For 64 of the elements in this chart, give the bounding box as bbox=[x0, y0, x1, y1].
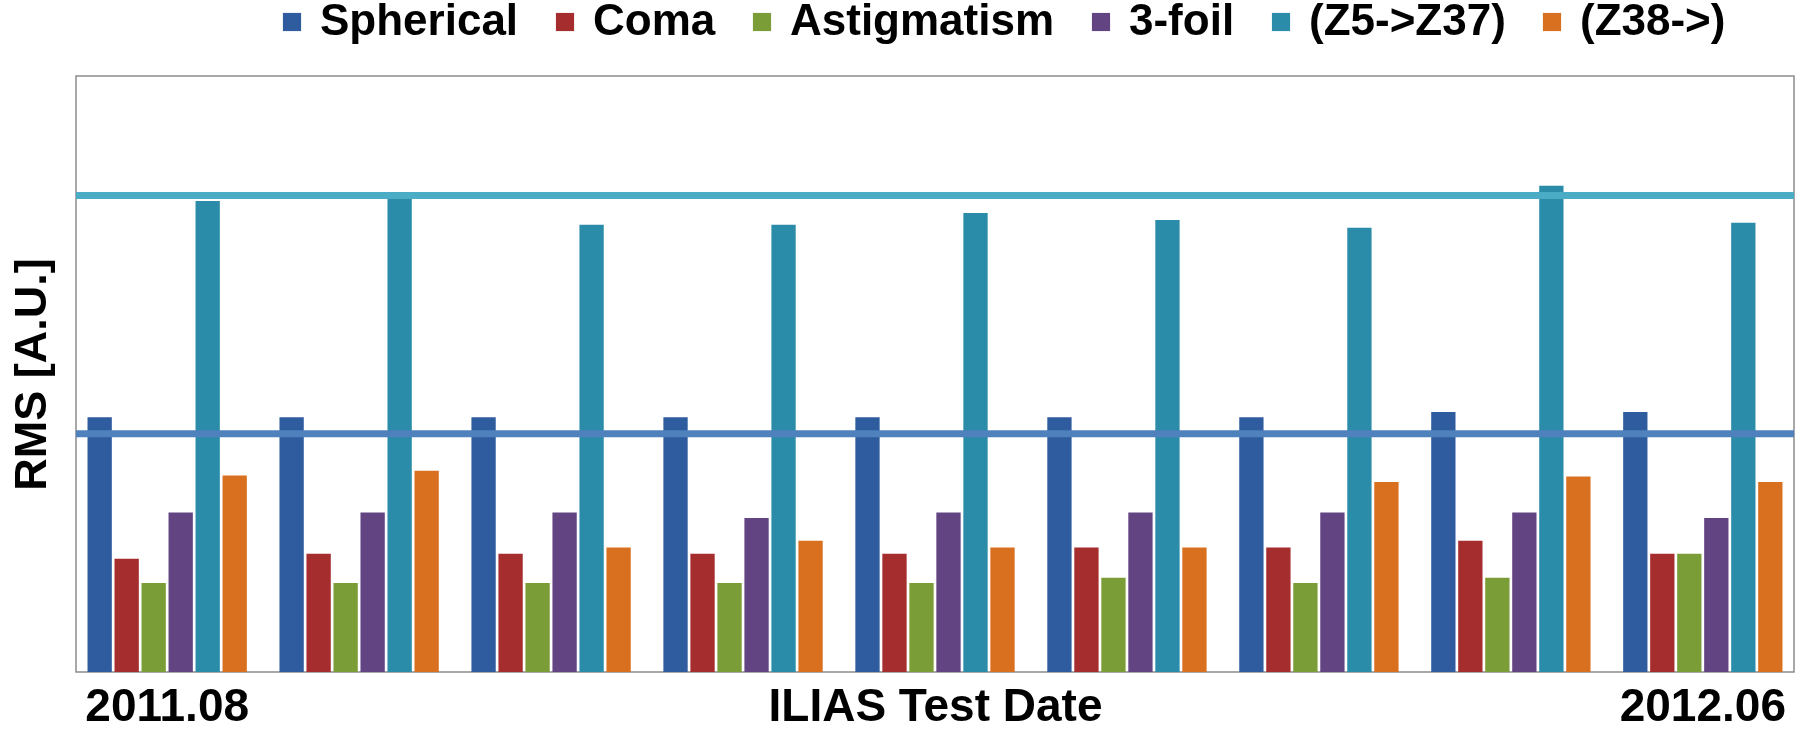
bar bbox=[1047, 417, 1072, 672]
bar bbox=[1128, 512, 1153, 672]
bar bbox=[1677, 553, 1702, 672]
bar bbox=[855, 417, 880, 672]
bar bbox=[333, 583, 358, 672]
legend-label: Spherical bbox=[320, 0, 519, 44]
bar bbox=[87, 417, 112, 672]
legend-label: (Z5->Z37) bbox=[1309, 0, 1506, 44]
bar bbox=[1347, 227, 1372, 672]
bar bbox=[579, 224, 604, 672]
bar bbox=[606, 547, 631, 672]
bar bbox=[1758, 481, 1783, 672]
bar bbox=[387, 198, 412, 672]
y-axis-title: RMS [A.U.] bbox=[4, 258, 56, 491]
bar bbox=[1704, 517, 1729, 672]
bar bbox=[471, 417, 496, 672]
bar bbox=[798, 540, 823, 672]
bar bbox=[414, 470, 439, 672]
bar bbox=[1320, 512, 1345, 672]
bar bbox=[882, 553, 907, 672]
bar bbox=[360, 512, 385, 672]
bar bbox=[525, 583, 550, 672]
bar bbox=[936, 512, 961, 672]
bar bbox=[141, 583, 166, 672]
bar bbox=[690, 553, 715, 672]
bar bbox=[771, 224, 796, 672]
bar bbox=[1239, 417, 1264, 672]
bar bbox=[1101, 577, 1126, 672]
bar bbox=[744, 517, 769, 672]
x-tick-label: 2011.08 bbox=[85, 678, 250, 731]
bar bbox=[1566, 476, 1591, 672]
bar bbox=[909, 583, 934, 672]
bar bbox=[1512, 512, 1537, 672]
bar bbox=[306, 553, 331, 672]
bar bbox=[1293, 583, 1318, 672]
bar bbox=[279, 417, 304, 672]
bar bbox=[1458, 540, 1483, 672]
bar bbox=[552, 512, 577, 672]
x-axis-title: ILIAS Test Date bbox=[768, 678, 1103, 731]
bar bbox=[195, 200, 220, 672]
bar bbox=[990, 547, 1015, 672]
bar bbox=[1650, 553, 1675, 672]
bar bbox=[222, 475, 247, 672]
bar bbox=[663, 417, 688, 672]
legend-label: Coma bbox=[593, 0, 716, 44]
x-tick-label: 2012.06 bbox=[1619, 678, 1786, 731]
bar bbox=[498, 553, 523, 672]
legend-label: (Z38->) bbox=[1580, 0, 1726, 44]
bar bbox=[114, 558, 139, 672]
bar bbox=[168, 512, 193, 672]
bar bbox=[1182, 547, 1207, 672]
bar bbox=[1731, 222, 1756, 672]
bar bbox=[1266, 547, 1291, 672]
bar bbox=[1374, 481, 1399, 672]
bar bbox=[1074, 547, 1099, 672]
bar bbox=[1485, 577, 1510, 672]
bar bbox=[1623, 411, 1648, 672]
bar bbox=[963, 213, 988, 672]
legend-label: 3-foil bbox=[1129, 0, 1235, 44]
bar bbox=[1431, 411, 1456, 672]
bar bbox=[1539, 185, 1564, 672]
bar bbox=[717, 583, 742, 672]
legend-label: Astigmatism bbox=[790, 0, 1055, 44]
bar bbox=[1155, 219, 1180, 672]
